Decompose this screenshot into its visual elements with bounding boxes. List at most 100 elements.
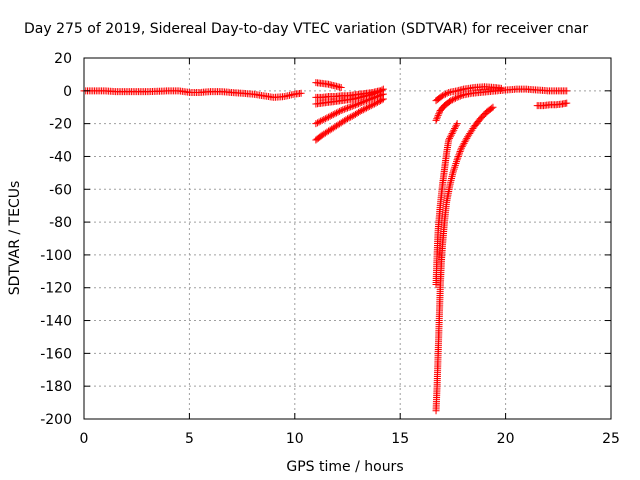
y-tick-label: -60 [49,182,72,198]
plot-frame [83,57,612,420]
data-point [375,87,383,95]
data-point [454,154,462,162]
data-point [432,116,440,124]
data-point [436,108,444,116]
series-arc-d [312,87,383,101]
data-point [334,108,342,116]
series-dip-early [432,120,461,288]
y-tick-label: -100 [40,248,72,264]
data-point [454,152,462,160]
data-point [321,115,329,123]
data-point [355,100,363,108]
data-point [364,103,372,111]
data-point [353,100,361,108]
x-tick-label: 20 [497,431,515,447]
data-point [449,169,457,177]
data-point [347,113,355,121]
data-point [325,113,333,121]
data-point [488,104,496,112]
data-point [340,105,348,113]
data-point [374,98,382,106]
x-tick-label: 5 [185,431,194,447]
y-tick-label: -40 [49,149,72,165]
data-point [447,131,455,139]
grid [84,58,611,419]
data-point [440,91,448,99]
data-point [358,107,366,115]
y-tick-label: -200 [40,412,72,428]
data-point [446,98,454,106]
data-point [347,103,355,111]
data-point [563,99,571,107]
data-point [453,93,461,101]
data-point [344,115,351,123]
data-point [448,96,456,104]
y-axis-label: SDTVAR / TECUs [7,181,23,296]
data-point [449,128,457,136]
data-point [489,103,497,111]
y-tick-label: -140 [40,314,72,330]
data-point [362,104,370,112]
data-point [455,93,463,101]
series-arc-a [312,95,387,144]
data-point [433,115,441,123]
data-point [317,117,325,125]
data-point [435,110,443,118]
data-point [313,119,321,127]
data-point [447,97,455,105]
y-tick-label: 0 [63,84,72,100]
data-point [433,113,441,121]
data-point [450,165,458,173]
x-tick-label: 0 [80,431,89,447]
data-point [361,105,369,113]
data-point [452,94,460,102]
data-point [453,158,461,166]
data-point [326,112,334,120]
data-point [445,136,453,144]
series-flat-early [80,87,305,101]
data-point [462,136,470,144]
x-tick-label: 15 [391,431,409,447]
data-point [369,101,377,109]
data-point [350,102,358,110]
data-point [452,159,460,167]
y-tick-label: -180 [40,379,72,395]
data-point [348,102,356,110]
data-point [456,92,464,100]
y-tick-label: -20 [49,117,72,133]
x-axis-label: GPS time / hours [286,459,403,475]
data-point [456,148,464,156]
data-point [331,110,339,118]
data-point [453,156,461,164]
data-point [446,133,454,141]
axis-ticks: 20 0 -20 -40 -60 -80 -100 -120 -140 -160 -180 -200 0… [40,51,620,447]
data-point [451,125,459,133]
y-tick-label: -80 [49,215,72,231]
data-points [80,79,571,415]
data-point [563,87,571,95]
data-point [370,100,378,108]
data-point [323,114,331,122]
data-point [367,102,375,110]
data-point [336,107,344,115]
data-point [453,120,461,128]
data-point [459,141,467,149]
data-point [337,107,345,115]
data-point [446,134,454,142]
data-point [328,111,336,119]
data-point [497,84,505,92]
data-point [461,138,469,146]
data-point [450,95,458,103]
data-point [359,106,367,114]
data-point [332,109,340,117]
data-point [342,105,350,113]
data-point [351,101,359,109]
data-point [452,121,460,129]
series-upper-arc-2 [432,83,505,105]
data-point [372,99,380,107]
data-point [366,102,374,110]
data-point [460,139,468,147]
series-dip-main [432,103,497,415]
data-point [438,92,446,100]
